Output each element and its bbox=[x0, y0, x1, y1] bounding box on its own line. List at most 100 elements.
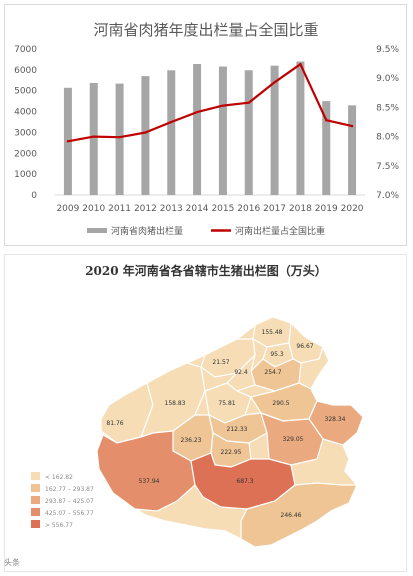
region-value-label: 290.5 bbox=[272, 400, 289, 407]
bar bbox=[270, 65, 279, 195]
x-tick-label: 2016 bbox=[237, 204, 260, 214]
bar bbox=[218, 66, 227, 195]
y-right-tick-label: 8.0% bbox=[376, 133, 399, 143]
map-legend: < 162.82 162.77 – 293.87 293.87 – 425.07 42… bbox=[31, 472, 94, 529]
y-left-tick-label: 6000 bbox=[14, 66, 37, 76]
bar bbox=[193, 64, 202, 195]
bar bbox=[141, 76, 150, 195]
line-series bbox=[66, 62, 354, 143]
y-left-tick-label: 0 bbox=[31, 191, 37, 201]
x-tick-label: 2014 bbox=[186, 204, 209, 214]
y-left-tick-label: 5000 bbox=[14, 87, 37, 97]
watermark: 头条 bbox=[4, 558, 20, 567]
chart-axes: 0 1000 2000 3000 4000 5000 6000 7000 7.0% 7.5% 8.0… bbox=[14, 45, 399, 214]
line-point bbox=[350, 124, 354, 128]
region-value-label: 212.33 bbox=[227, 426, 248, 433]
map-panel: 2020 年河南省各省辖市生猪出栏图（万头） 155.48 95.3 96.67 25… bbox=[4, 254, 407, 572]
x-tick-label: 2013 bbox=[160, 204, 183, 214]
x-tick-label: 2018 bbox=[289, 204, 312, 214]
line-point bbox=[66, 140, 70, 143]
line-point bbox=[273, 81, 276, 84]
y-left-tick-label: 2000 bbox=[14, 149, 37, 159]
bar bbox=[296, 61, 305, 196]
bar bbox=[322, 101, 331, 195]
region-value-label: 687.3 bbox=[236, 478, 253, 485]
region bbox=[190, 452, 296, 510]
region-value-label: 254.7 bbox=[264, 369, 281, 376]
legend-bin-label: > 556.77 bbox=[45, 522, 73, 529]
legend-swatch bbox=[31, 496, 40, 504]
region-value-label: 537.94 bbox=[139, 478, 160, 485]
region-value-label: 75.81 bbox=[218, 400, 235, 407]
legend-bar-label: 河南省肉猪出栏量 bbox=[111, 225, 183, 237]
region-value-label: 329.05 bbox=[283, 436, 304, 443]
x-tick-label: 2010 bbox=[82, 204, 105, 214]
region-value-label: 96.67 bbox=[296, 343, 313, 350]
legend-swatch bbox=[31, 484, 40, 492]
region bbox=[260, 412, 324, 466]
x-tick-label: 2017 bbox=[263, 204, 286, 214]
line-point bbox=[221, 104, 225, 107]
legend-bin-label: 425.07 – 556.77 bbox=[45, 510, 94, 517]
region-value-label: 328.34 bbox=[325, 416, 346, 423]
map-regions bbox=[96, 316, 364, 548]
line-point bbox=[247, 101, 250, 104]
region bbox=[288, 321, 324, 364]
x-tick-label: 2015 bbox=[211, 204, 234, 214]
bar bbox=[115, 83, 124, 195]
region bbox=[96, 430, 196, 512]
y-right-tick-label: 8.5% bbox=[376, 103, 399, 113]
bar bbox=[348, 105, 357, 195]
line-point bbox=[170, 120, 173, 124]
bar bbox=[167, 70, 176, 195]
legend-bin-label: < 162.82 bbox=[45, 474, 73, 481]
legend-bar-swatch bbox=[87, 228, 107, 233]
y-left-tick-label: 4000 bbox=[14, 108, 37, 118]
x-tick-label: 2020 bbox=[341, 204, 364, 214]
x-tick-label: 2011 bbox=[108, 204, 131, 214]
x-tick-label: 2009 bbox=[56, 204, 79, 214]
henan-choropleth-map: 2020 年河南省各省辖市生猪出栏图（万头） 155.48 95.3 96.67 25… bbox=[31, 263, 364, 548]
region-value-label: 158.83 bbox=[165, 400, 186, 407]
line-point bbox=[195, 110, 199, 114]
region-value-label: 246.46 bbox=[281, 512, 302, 519]
bar bbox=[244, 70, 253, 195]
bar-line-chart: 河南省肉猪年度出栏量占全国比重 0 1000 2000 3000 4000 5000 600… bbox=[14, 21, 399, 237]
region-value-label: 222.95 bbox=[221, 449, 242, 456]
legend-bin-label: 162.77 – 293.87 bbox=[45, 486, 94, 493]
region-value-label: 21.57 bbox=[212, 359, 229, 366]
line-point bbox=[325, 119, 328, 122]
y-left-tick-label: 1000 bbox=[14, 170, 37, 180]
line-point bbox=[299, 62, 302, 66]
legend-swatch bbox=[31, 508, 40, 516]
bar-series bbox=[63, 61, 357, 196]
x-tick-label: 2019 bbox=[315, 204, 338, 214]
region-value-label: 95.3 bbox=[270, 351, 284, 358]
legend-swatch bbox=[31, 520, 40, 528]
map-value-labels: 155.48 95.3 96.67 254.7 21.57 92.4 81.76 158.83… bbox=[106, 329, 345, 519]
y-right-tick-label: 9.0% bbox=[376, 74, 399, 84]
y-right-tick-label: 9.5% bbox=[376, 45, 399, 55]
y-left-tick-label: 7000 bbox=[14, 45, 37, 55]
legend-line-label: 河南出栏量占全国比重 bbox=[235, 225, 325, 237]
region-value-label: 92.4 bbox=[234, 369, 248, 376]
chart-title: 河南省肉猪年度出栏量占全国比重 bbox=[93, 21, 318, 39]
region-value-label: 236.23 bbox=[181, 437, 202, 444]
y-right-tick-label: 7.0% bbox=[376, 191, 399, 201]
region-value-label: 81.76 bbox=[106, 420, 123, 427]
bar bbox=[89, 82, 98, 195]
map-title: 2020 年河南省各省辖市生猪出栏图（万头） bbox=[85, 263, 327, 278]
y-right-tick-label: 7.5% bbox=[376, 162, 399, 172]
line-point bbox=[118, 135, 121, 139]
chart-legend: 河南省肉猪出栏量 河南出栏量占全国比重 bbox=[87, 225, 325, 237]
line-point bbox=[92, 135, 95, 138]
region bbox=[240, 482, 358, 548]
line-point bbox=[144, 131, 147, 134]
region-value-label: 155.48 bbox=[262, 329, 283, 336]
bar-line-chart-panel: 河南省肉猪年度出栏量占全国比重 0 1000 2000 3000 4000 5000 600… bbox=[4, 4, 407, 246]
line-series-path bbox=[67, 63, 353, 143]
y-left-tick-label: 3000 bbox=[14, 128, 37, 138]
legend-swatch bbox=[31, 472, 40, 480]
x-tick-label: 2012 bbox=[134, 204, 157, 214]
legend-bin-label: 293.87 – 425.07 bbox=[45, 498, 94, 505]
